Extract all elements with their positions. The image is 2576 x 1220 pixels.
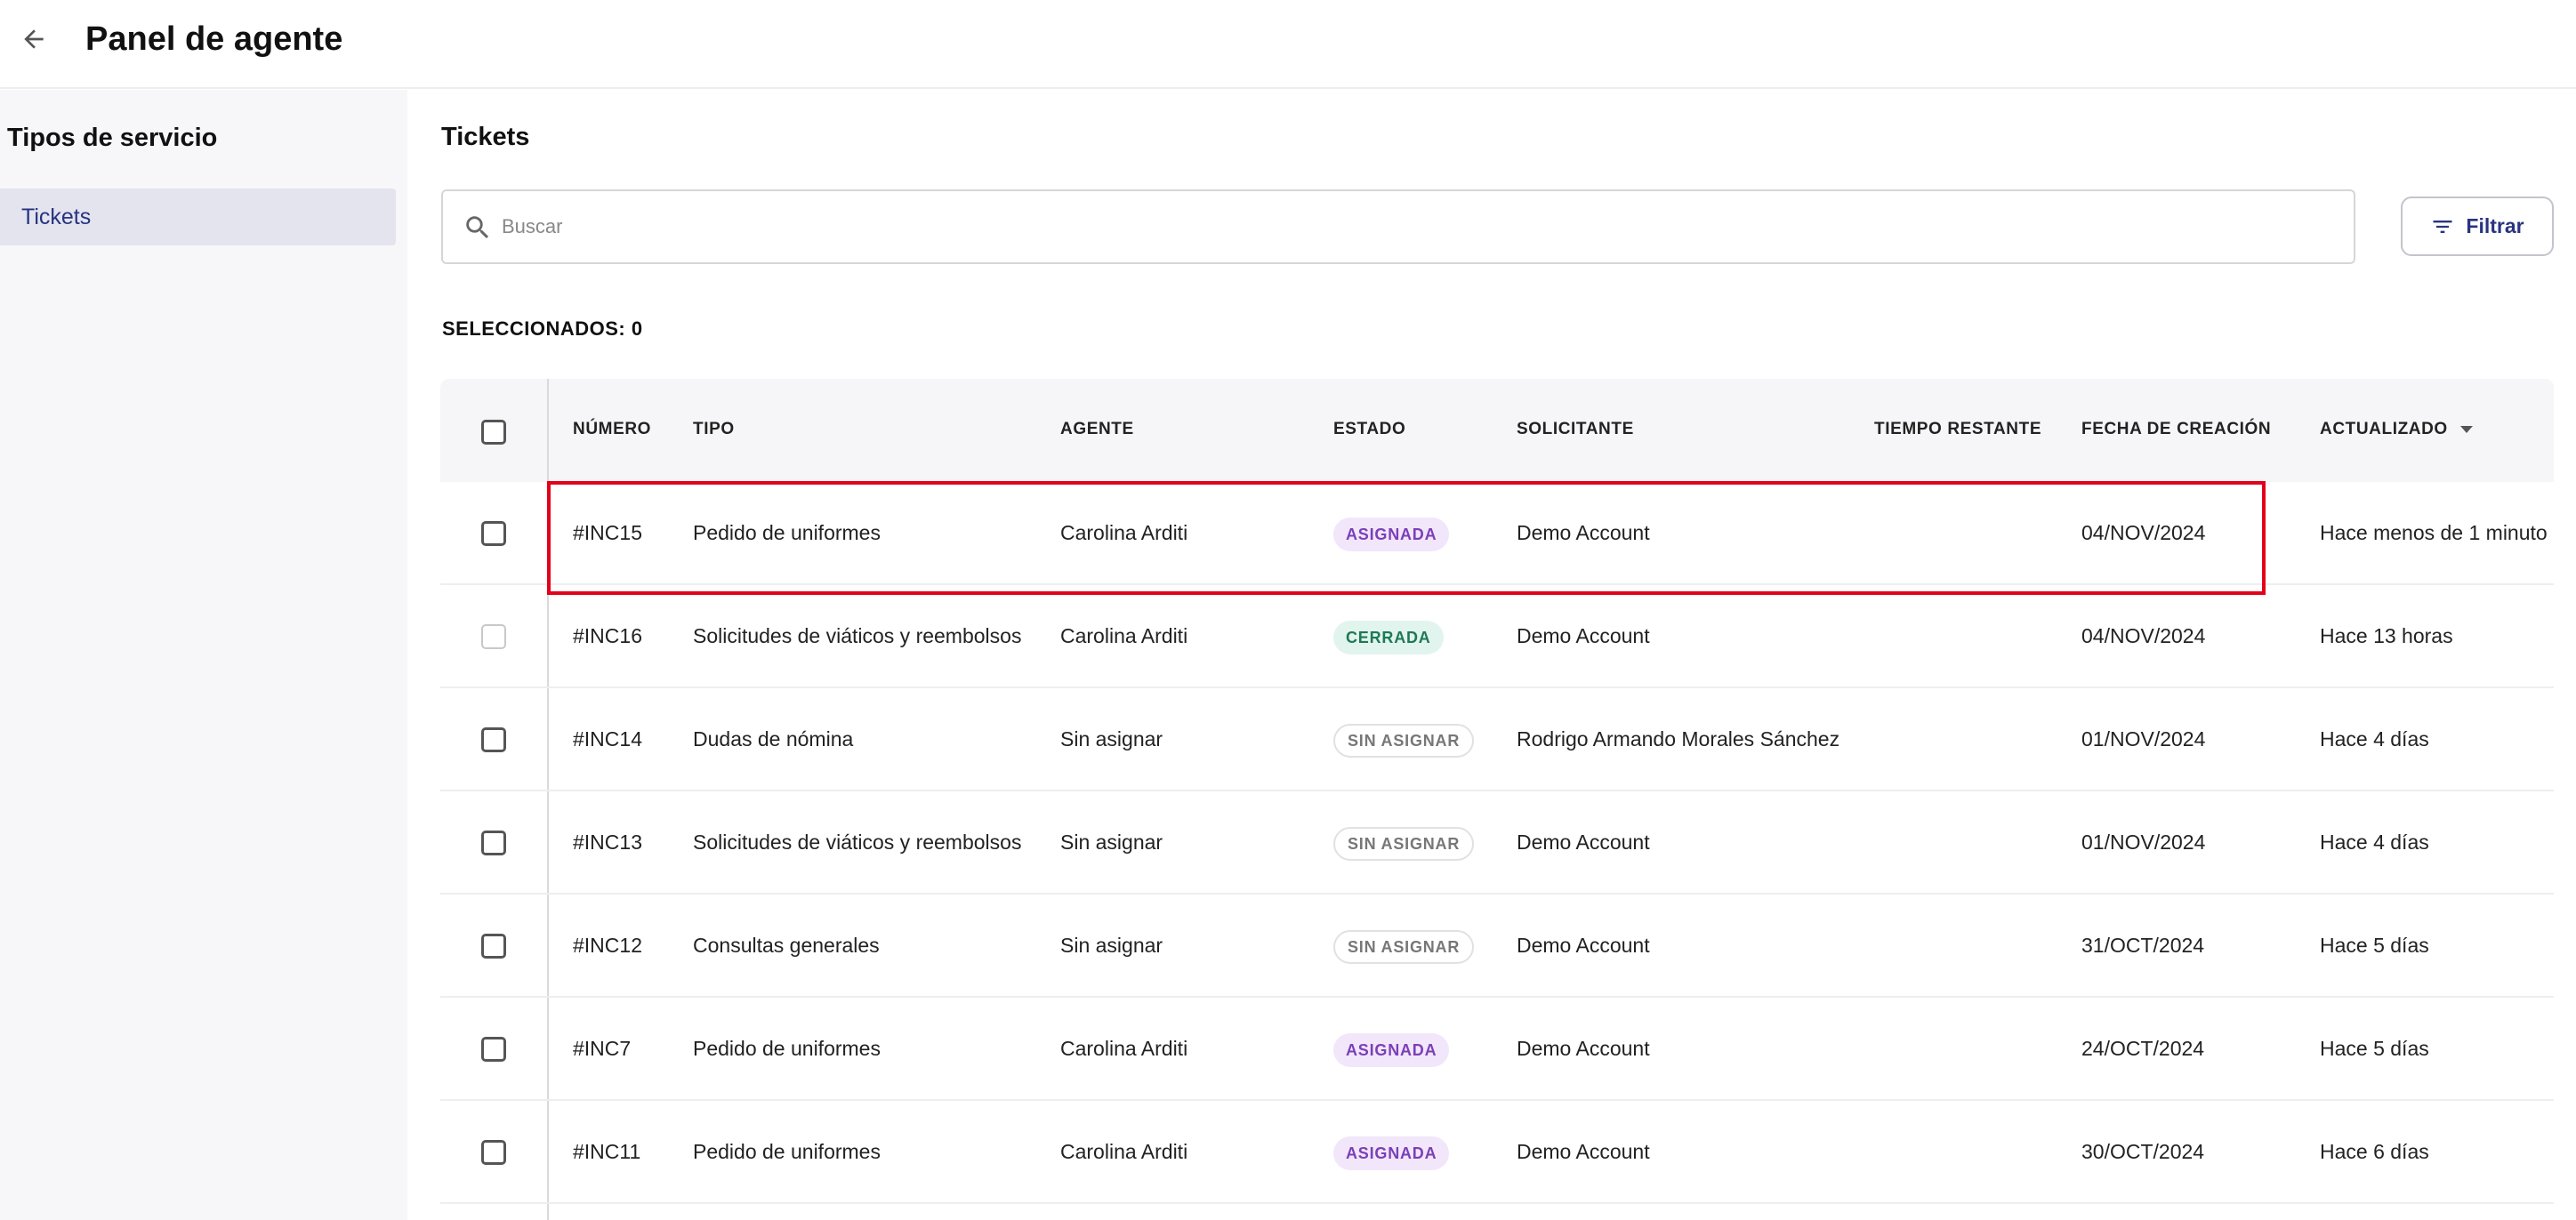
cell-updated: Hace 13 horas bbox=[2320, 624, 2453, 647]
cell-created: 01/NOV/2024 bbox=[2081, 727, 2206, 750]
row-checkbox bbox=[481, 624, 506, 649]
cell-created: 31/OCT/2024 bbox=[2081, 934, 2205, 957]
status-badge: CERRADA bbox=[1333, 621, 1444, 654]
cell-number: #INC11 bbox=[573, 1140, 641, 1163]
table-row[interactable]: #INC12 Consultas generales Sin asignar Demo… bbox=[440, 895, 2554, 998]
row-checkbox[interactable] bbox=[481, 934, 506, 959]
cell-updated: Hace 6 días bbox=[2320, 1140, 2429, 1163]
table-row[interactable]: #INC11 Pedido de uniformes Carolina Arditi… bbox=[440, 1101, 2554, 1204]
status-badge: ASIGNADA bbox=[1333, 1033, 1450, 1067]
tickets-table: NÚMERO TIPO AGENTE ESTADO SOLICITANTE TI… bbox=[440, 379, 2554, 1220]
status-badge: ASIGNADA bbox=[1333, 1136, 1450, 1170]
status-badge: SIN ASIGNAR bbox=[1333, 930, 1475, 964]
row-checkbox[interactable] bbox=[481, 727, 506, 752]
cell-created: 30/OCT/2024 bbox=[2081, 1140, 2205, 1163]
row-checkbox[interactable] bbox=[481, 521, 506, 546]
cell-updated: Hace 4 días bbox=[2320, 831, 2429, 854]
column-header-tipo[interactable]: TIPO bbox=[693, 420, 735, 438]
sidebar-title: Tipos de servicio bbox=[7, 124, 218, 152]
column-header-actualizado[interactable]: ACTUALIZADO bbox=[2320, 420, 2473, 439]
cell-agent: Carolina Arditi bbox=[1060, 1140, 1188, 1163]
column-header-solicitante[interactable]: SOLICITANTE bbox=[1517, 420, 1634, 438]
row-checkbox[interactable] bbox=[481, 831, 506, 855]
filter-icon bbox=[2433, 220, 2452, 233]
table-row[interactable]: #INC13 Solicitudes de viáticos y reembols… bbox=[440, 791, 2554, 895]
cell-created: 04/NOV/2024 bbox=[2081, 521, 2206, 544]
column-header-numero[interactable]: NÚMERO bbox=[573, 420, 652, 438]
sidebar-item-label: Tickets bbox=[21, 205, 92, 229]
cell-agent: Carolina Arditi bbox=[1060, 624, 1188, 647]
page-title: Panel de agente bbox=[85, 20, 343, 58]
cell-number: #INC7 bbox=[573, 1037, 632, 1060]
cell-updated: Hace 5 días bbox=[2320, 1037, 2429, 1060]
cell-requester: Demo Account bbox=[1517, 831, 1650, 854]
column-header-fecha-creacion[interactable]: FECHA DE CREACIÓN bbox=[2081, 420, 2272, 438]
arrow-left-icon bbox=[24, 29, 44, 49]
column-header-agente[interactable]: AGENTE bbox=[1060, 420, 1134, 438]
table-row[interactable]: #INC14 Dudas de nómina Sin asignar Rodrigo … bbox=[440, 688, 2554, 791]
table-row[interactable]: #INC16 Solicitudes de viáticos y reembols… bbox=[440, 585, 2554, 688]
cell-number: #INC13 bbox=[573, 831, 642, 854]
sidebar-item-tickets[interactable]: Tickets bbox=[0, 189, 396, 245]
cell-type: Solicitudes de viáticos y reembolsos bbox=[693, 624, 1022, 647]
column-header-actualizado-label: ACTUALIZADO bbox=[2320, 420, 2448, 438]
column-divider bbox=[547, 379, 549, 1220]
cell-updated: Hace menos de 1 minuto bbox=[2320, 521, 2548, 544]
back-button[interactable] bbox=[16, 21, 52, 57]
cell-created: 24/OCT/2024 bbox=[2081, 1037, 2205, 1060]
cell-updated: Hace 4 días bbox=[2320, 727, 2429, 750]
cell-updated: Hace 5 días bbox=[2320, 934, 2429, 957]
cell-requester: Demo Account bbox=[1517, 1140, 1650, 1163]
cell-type: Pedido de uniformes bbox=[693, 1037, 881, 1060]
section-title: Tickets bbox=[441, 123, 530, 151]
cell-requester: Rodrigo Armando Morales Sánchez bbox=[1517, 727, 1840, 750]
search-icon bbox=[466, 216, 489, 239]
cell-agent: Carolina Arditi bbox=[1060, 1037, 1188, 1060]
status-badge: SIN ASIGNAR bbox=[1333, 724, 1475, 758]
cell-type: Dudas de nómina bbox=[693, 727, 854, 750]
cell-type: Pedido de uniformes bbox=[693, 1140, 881, 1163]
table-row[interactable]: #INC15 Pedido de uniformes Carolina Arditi… bbox=[440, 482, 2554, 585]
status-badge: ASIGNADA bbox=[1333, 518, 1450, 551]
cell-number: #INC12 bbox=[573, 934, 642, 957]
table-row[interactable]: #INC7 Pedido de uniformes Carolina Arditi D… bbox=[440, 998, 2554, 1101]
column-header-tiempo-restante[interactable]: TIEMPO RESTANTE bbox=[1874, 420, 2042, 438]
cell-agent: Sin asignar bbox=[1060, 934, 1163, 957]
search-input[interactable] bbox=[502, 204, 2334, 250]
cell-agent: Sin asignar bbox=[1060, 831, 1163, 854]
cell-requester: Demo Account bbox=[1517, 521, 1650, 544]
cell-type: Consultas generales bbox=[693, 934, 880, 957]
cell-created: 04/NOV/2024 bbox=[2081, 624, 2206, 647]
select-all-checkbox[interactable] bbox=[481, 420, 506, 445]
cell-requester: Demo Account bbox=[1517, 624, 1650, 647]
row-checkbox[interactable] bbox=[481, 1140, 506, 1165]
filter-button-label: Filtrar bbox=[2466, 214, 2524, 237]
row-checkbox[interactable] bbox=[481, 1037, 506, 1062]
cell-requester: Demo Account bbox=[1517, 934, 1650, 957]
status-badge: SIN ASIGNAR bbox=[1333, 827, 1475, 861]
cell-agent: Carolina Arditi bbox=[1060, 521, 1188, 544]
sidebar: Tipos de servicio Tickets bbox=[0, 90, 407, 1220]
cell-agent: Sin asignar bbox=[1060, 727, 1163, 750]
cell-type: Pedido de uniformes bbox=[693, 521, 881, 544]
sort-descending-icon bbox=[2459, 425, 2473, 433]
cell-number: #INC16 bbox=[573, 624, 642, 647]
filter-button[interactable]: Filtrar bbox=[2401, 197, 2554, 256]
table-header: NÚMERO TIPO AGENTE ESTADO SOLICITANTE TI… bbox=[440, 379, 2554, 482]
column-header-estado[interactable]: ESTADO bbox=[1333, 420, 1406, 438]
cell-number: #INC14 bbox=[573, 727, 642, 750]
cell-requester: Demo Account bbox=[1517, 1037, 1650, 1060]
cell-number: #INC15 bbox=[573, 521, 642, 544]
cell-created: 01/NOV/2024 bbox=[2081, 831, 2206, 854]
selected-count: SELECCIONADOS: 0 bbox=[442, 317, 643, 340]
cell-type: Solicitudes de viáticos y reembolsos bbox=[693, 831, 1022, 854]
search-box bbox=[441, 189, 2355, 264]
app-header: Panel de agente bbox=[0, 0, 2576, 89]
